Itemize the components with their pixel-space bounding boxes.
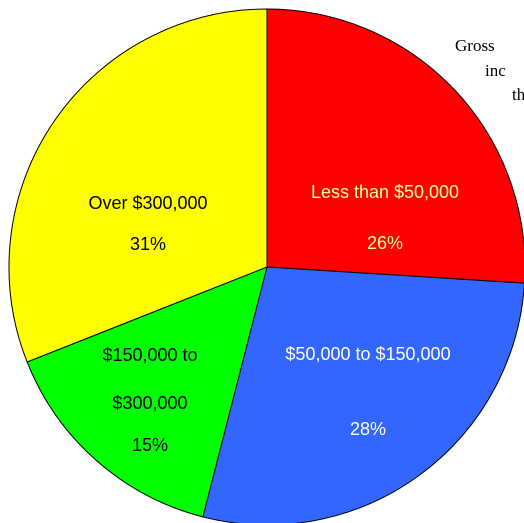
chart-title: inc <box>485 61 506 80</box>
value-label: 31% <box>130 234 166 254</box>
slice-label: Less than $50,000 <box>311 182 459 202</box>
slice-label: $50,000 to $150,000 <box>285 344 450 364</box>
slice-label: $300,000 <box>112 393 187 413</box>
pie-slice <box>266 8 524 284</box>
pie-slice <box>8 8 268 363</box>
chart-title: Gross <box>455 36 495 55</box>
value-label: 15% <box>132 435 168 455</box>
value-label: 26% <box>367 233 403 253</box>
pie-slice <box>26 266 268 518</box>
value-label: 28% <box>350 419 386 439</box>
slice-label: Over $300,000 <box>88 193 207 213</box>
chart-title: th <box>512 85 524 104</box>
pie-slice <box>202 266 524 523</box>
slice-label: $150,000 to <box>102 345 197 365</box>
